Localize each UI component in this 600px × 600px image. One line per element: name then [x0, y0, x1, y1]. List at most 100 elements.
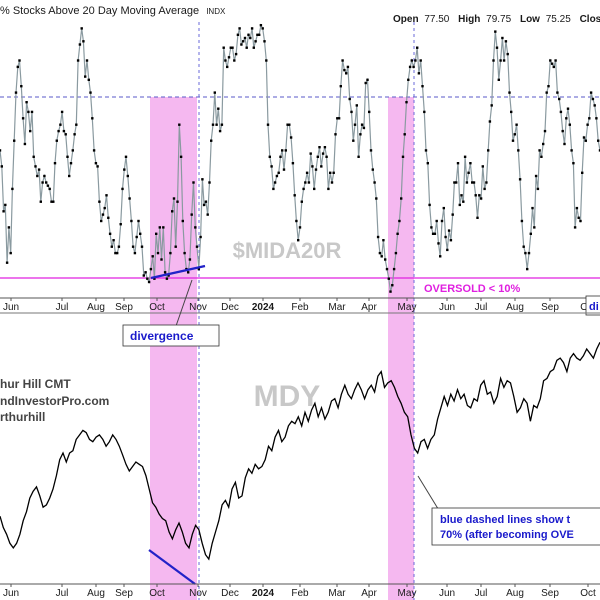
panel1-data-point — [187, 271, 190, 274]
panel1-data-point — [570, 149, 573, 152]
panel1-data-point — [469, 162, 472, 165]
panel1-data-point — [204, 200, 208, 203]
panel1-data-point — [398, 219, 401, 223]
divergence-label: divergence — [130, 329, 194, 343]
highlight-band-oct-nov — [150, 97, 197, 600]
panel1-tick-label: Aug — [506, 302, 524, 313]
panel1-data-point — [194, 226, 197, 229]
highlight-band-apr-may — [388, 97, 414, 600]
panel1-tick-label: Apr — [361, 302, 377, 313]
panel2-series-line — [0, 342, 600, 561]
panel1-data-point — [380, 255, 383, 258]
panel1-data-point — [293, 194, 296, 197]
panel1-data-point — [494, 30, 497, 33]
panel1-data-point — [149, 267, 153, 271]
panel2-tick-label: Apr — [361, 588, 377, 599]
vertical-dashed-lines — [198, 22, 415, 600]
panel1-data-point — [2, 210, 5, 213]
panel1-data-point — [258, 33, 261, 36]
panel1-data-point — [579, 219, 582, 223]
panel1-data-point — [337, 117, 341, 120]
panel1-data-point — [286, 123, 289, 126]
panel1-data-point — [437, 242, 440, 245]
panel1-data-point — [444, 235, 447, 239]
panel1-x-tick-labels: Jun Jul Aug Sep Oct Nov Dec 2024 Feb Mar Apr May Jun… — [3, 298, 596, 313]
panel1-tick-label: May — [398, 302, 417, 313]
panel1-data-point — [13, 139, 16, 142]
panel1-data-point — [520, 219, 524, 223]
panel1-data-point — [252, 46, 255, 49]
panel1-data-point — [421, 85, 424, 88]
panel1-data-point — [378, 251, 382, 255]
panel1-data-point — [73, 133, 76, 136]
panel1-data-point — [282, 168, 286, 171]
panel1-tick-label: Oct — [149, 302, 165, 313]
panel1-data-point — [229, 46, 232, 49]
panel1-data-point — [57, 129, 60, 133]
panel1-data-point — [362, 126, 366, 130]
panel1-data-point — [387, 277, 390, 280]
panel1-data-point — [353, 123, 357, 126]
panel2-tick-label: 2024 — [252, 588, 275, 599]
panel1-data-point — [394, 251, 398, 255]
panel1-data-point — [431, 232, 435, 235]
panel1-data-point — [430, 226, 433, 229]
panel1-data-point — [313, 187, 316, 191]
panel1-data-point — [0, 165, 4, 168]
panel1-data-point — [538, 149, 541, 152]
panel1-data-point — [536, 187, 540, 191]
panel1-data-point — [201, 178, 204, 181]
panel1-data-point — [183, 251, 186, 255]
panel2-tick-label: Jun — [3, 588, 19, 599]
panel1-data-point — [100, 219, 103, 223]
panel1-data-point — [265, 59, 268, 62]
panel1-data-point — [261, 27, 264, 30]
panel1-data-point — [318, 146, 321, 149]
author-line-1: hur Hill CMT — [0, 377, 71, 391]
panel1-data-point — [330, 181, 334, 184]
panel1-data-point — [588, 117, 591, 120]
panel1-data-point — [314, 168, 318, 171]
panel1-data-point — [547, 85, 550, 88]
panel1-data-point — [446, 248, 449, 252]
panel1-data-point — [266, 123, 270, 126]
panel1-data-point — [396, 232, 399, 235]
panel1-data-point — [233, 59, 236, 62]
panel1-data-point — [581, 171, 584, 174]
panel1-data-point — [9, 251, 12, 255]
panel1-data-point — [114, 251, 117, 255]
panel1-data-point — [309, 152, 312, 155]
panel1-data-point — [215, 123, 218, 126]
panel1-data-point — [82, 40, 85, 43]
panel1-data-point — [522, 245, 525, 248]
panel2-x-tick-labels: Jun Jul Aug Sep Oct Nov Dec 2024 Feb Mar Apr May Jun… — [3, 584, 596, 599]
panel1-data-point — [272, 187, 275, 191]
panel1-data-point — [208, 181, 211, 184]
panel1-data-point — [382, 239, 385, 242]
panel1-data-point — [352, 139, 355, 142]
panel1-data-point — [11, 187, 14, 191]
panel1-data-point — [479, 197, 483, 200]
ohlc-high-value: 79.75 — [486, 14, 511, 25]
panel1-data-point — [462, 200, 465, 203]
panel1-data-point — [199, 235, 202, 239]
panel1-data-point — [384, 258, 387, 261]
panel1-data-point — [416, 46, 419, 49]
panel1-tick-label: Sep — [115, 302, 133, 313]
panel1-data-point — [192, 181, 195, 184]
panel1-data-point — [467, 171, 470, 174]
ohlc-readout: Open 77.50 High 79.75 Low 75.25 Close 7 — [393, 14, 600, 25]
panel1-data-point — [195, 245, 199, 248]
panel1-data-point — [428, 203, 431, 207]
divergence-pointer — [175, 279, 193, 327]
panel1-data-point — [497, 78, 500, 81]
panel1-data-point — [510, 110, 513, 114]
author-credit: hur Hill CMT ndInvestorPro.com rthurhill — [0, 377, 109, 424]
panel1-data-point — [181, 219, 184, 223]
panel1-data-point — [27, 110, 30, 114]
panel1-tick-label: Aug — [87, 302, 105, 313]
panel1-data-point — [304, 181, 307, 184]
panel1-data-point — [345, 72, 348, 75]
panel1-data-point — [465, 181, 469, 184]
